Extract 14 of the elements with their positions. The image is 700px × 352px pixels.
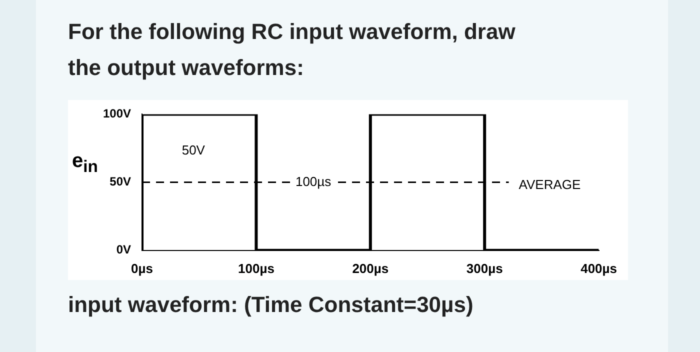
chart-title: For the following RC input waveform, draw the output waveforms: — [68, 18, 516, 82]
x-tick-label: 300µs — [466, 260, 503, 276]
x-tick-label: 100µs — [238, 260, 274, 276]
annotation: 50V — [182, 142, 206, 158]
x-tick-label: 200µs — [352, 260, 389, 276]
x-tick-label: 0µs — [131, 260, 153, 276]
ref-line-label: AVERAGE — [518, 176, 582, 192]
y-axis-title: e$_{in}$ — [72, 150, 98, 177]
y-tick-label: 50V — [110, 174, 132, 189]
y-tick-label: 0V — [116, 242, 132, 257]
y-tick-label: 100V — [102, 106, 132, 121]
text: input waveform: (Time Constant=30µs) — [68, 292, 474, 318]
x-tick-label: 400µs — [580, 260, 618, 276]
annotation: 100µs — [295, 174, 332, 189]
